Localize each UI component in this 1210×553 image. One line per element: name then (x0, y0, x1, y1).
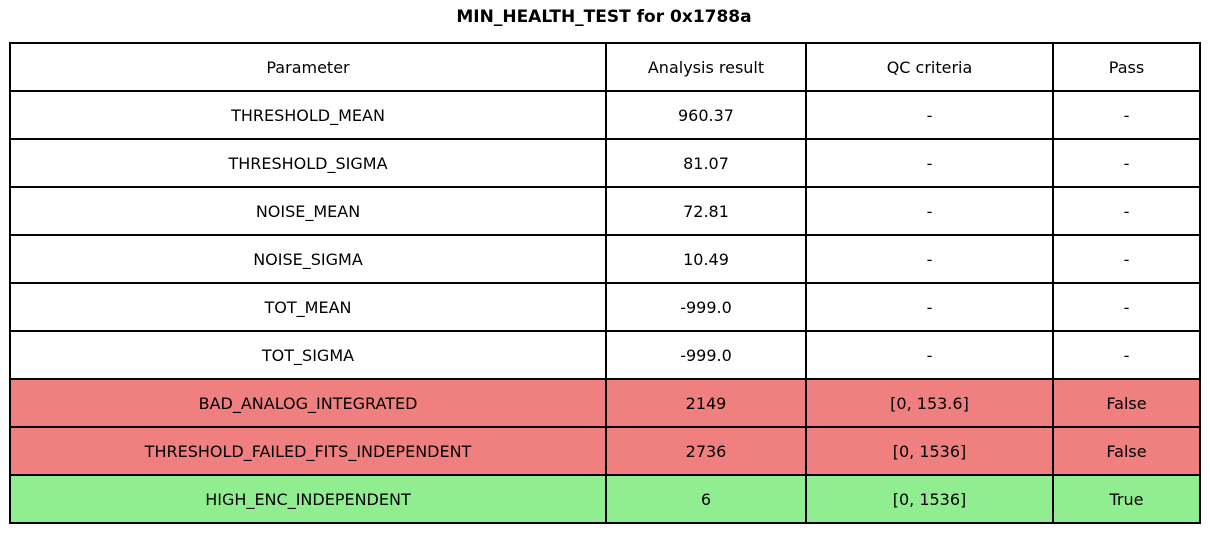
pass-cell: False (1052, 426, 1201, 476)
param-cell: THRESHOLD_FAILED_FITS_INDEPENDENT (9, 426, 607, 476)
qc-cell: [0, 1536] (805, 426, 1054, 476)
param-cell: TOT_MEAN (9, 282, 607, 332)
result-cell: -999.0 (605, 282, 807, 332)
param-cell: BAD_ANALOG_INTEGRATED (9, 378, 607, 428)
param-cell: NOISE_MEAN (9, 186, 607, 236)
result-cell: 2736 (605, 426, 807, 476)
result-cell: -999.0 (605, 330, 807, 380)
result-cell: 72.81 (605, 186, 807, 236)
pass-cell: - (1052, 330, 1201, 380)
pass-cell: - (1052, 186, 1201, 236)
qc-cell: - (805, 186, 1054, 236)
table-row: THRESHOLD_MEAN 960.37- - (9, 90, 1201, 140)
result-cell: 2149 (605, 378, 807, 428)
param-cell: HIGH_ENC_INDEPENDENT (9, 474, 607, 524)
table-row: TOT_MEAN -999.0- - (9, 282, 1201, 332)
qc-cell: - (805, 330, 1054, 380)
table-row: BAD_ANALOG_INTEGRATED 2149 [0, 153.6] False (9, 378, 1201, 428)
qc-cell: - (805, 282, 1054, 332)
qc-cell: - (805, 234, 1054, 284)
qc-cell: [0, 153.6] (805, 378, 1054, 428)
header-cell-0: Parameter (9, 42, 607, 92)
param-cell: THRESHOLD_MEAN (9, 90, 607, 140)
table-row: HIGH_ENC_INDEPENDENT 6 [0, 1536] True (9, 474, 1201, 524)
table-row: THRESHOLD_SIGMA 81.07- - (9, 138, 1201, 188)
header-cell-2: QC criteria (805, 42, 1054, 92)
table-row: THRESHOLD_FAILED_FITS_INDEPENDENT 2736 [0,… (9, 426, 1201, 476)
pass-cell: - (1052, 138, 1201, 188)
page-title: MIN_HEALTH_TEST for 0x1788a (456, 7, 752, 27)
header-row: Parameter Analysis result QC criteria Pass (9, 42, 1201, 92)
pass-cell: False (1052, 378, 1201, 428)
pass-cell: - (1052, 282, 1201, 332)
qc-cell: - (805, 90, 1054, 140)
qc-cell: - (805, 138, 1054, 188)
pass-cell: - (1052, 234, 1201, 284)
result-cell: 10.49 (605, 234, 807, 284)
qc-table: Parameter Analysis result QC criteria Pass … (9, 42, 1201, 524)
table-row: NOISE_SIGMA 10.49- - (9, 234, 1201, 284)
param-cell: THRESHOLD_SIGMA (9, 138, 607, 188)
result-cell: 960.37 (605, 90, 807, 140)
header-cell-1: Analysis result (605, 42, 807, 92)
pass-cell: True (1052, 474, 1201, 524)
result-cell: 81.07 (605, 138, 807, 188)
result-cell: 6 (605, 474, 807, 524)
param-cell: TOT_SIGMA (9, 330, 607, 380)
table-body: THRESHOLD_MEAN 960.37- - THRESHOLD_SIGMA 81.… (9, 90, 1201, 524)
qc-cell: [0, 1536] (805, 474, 1054, 524)
pass-cell: - (1052, 90, 1201, 140)
header-cell-3: Pass (1052, 42, 1201, 92)
table-row: NOISE_MEAN 72.81- - (9, 186, 1201, 236)
param-cell: NOISE_SIGMA (9, 234, 607, 284)
table-row: TOT_SIGMA -999.0- - (9, 330, 1201, 380)
